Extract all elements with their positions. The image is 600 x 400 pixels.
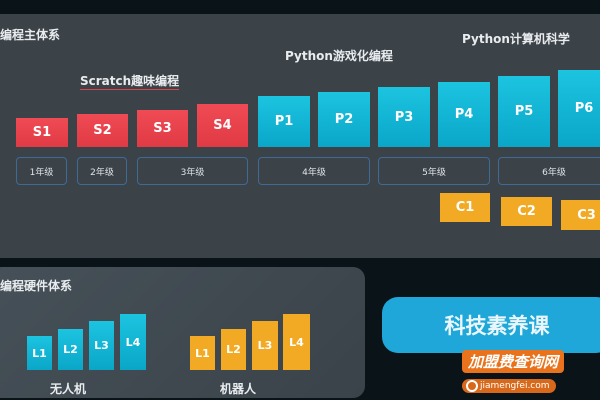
level-s4: S4 — [197, 104, 248, 147]
drone-level-l1: L1 — [27, 336, 52, 370]
robot-level-l1: L1 — [190, 336, 215, 370]
level-p1: P1 — [258, 96, 310, 147]
python-cs-track-title: Python计算机科学 — [462, 32, 570, 46]
watermark-logo: 加盟费查询网 jiamengfei.com — [462, 350, 572, 396]
grade-1: 1年级 — [16, 157, 67, 185]
level-p3: P3 — [378, 87, 430, 147]
robot-level-l4: L4 — [283, 314, 310, 370]
level-s3: S3 — [137, 110, 188, 147]
drone-level-l2: L2 — [58, 329, 83, 370]
drone-level-l4: L4 — [120, 314, 146, 370]
python-game-track-title: Python游戏化编程 — [285, 49, 393, 63]
level-c2: C2 — [501, 197, 552, 226]
level-c1: C1 — [440, 193, 490, 222]
grade-4: 4年级 — [258, 157, 370, 185]
level-p6: P6 — [558, 70, 600, 147]
level-s1: S1 — [16, 118, 68, 147]
hardware-system-title: 编程硬件体系 — [0, 279, 73, 293]
tech-course-button[interactable]: 科技素养课 — [382, 297, 600, 353]
level-p2: P2 — [318, 92, 370, 147]
grade-6: 6年级 — [498, 157, 600, 185]
scratch-track-title: Scratch趣味编程 — [80, 74, 180, 90]
robot-level-l2: L2 — [221, 329, 246, 370]
magnifier-icon — [466, 380, 478, 392]
level-c3: C3 — [561, 200, 600, 230]
grade-5: 5年级 — [378, 157, 490, 185]
level-p5: P5 — [498, 76, 550, 147]
grade-2: 2年级 — [77, 157, 127, 185]
drone-level-l3: L3 — [89, 321, 114, 370]
watermark-url: jiamengfei.com — [480, 381, 550, 391]
robot-level-l3: L3 — [252, 321, 278, 370]
watermark-brand: 加盟费查询网 — [462, 350, 565, 373]
main-system-title: 编程主体系 — [0, 28, 61, 42]
level-s2: S2 — [77, 114, 128, 147]
level-p4: P4 — [438, 82, 490, 147]
grade-3: 3年级 — [137, 157, 248, 185]
drone-label: 无人机 — [50, 382, 87, 396]
robot-label: 机器人 — [220, 382, 257, 396]
